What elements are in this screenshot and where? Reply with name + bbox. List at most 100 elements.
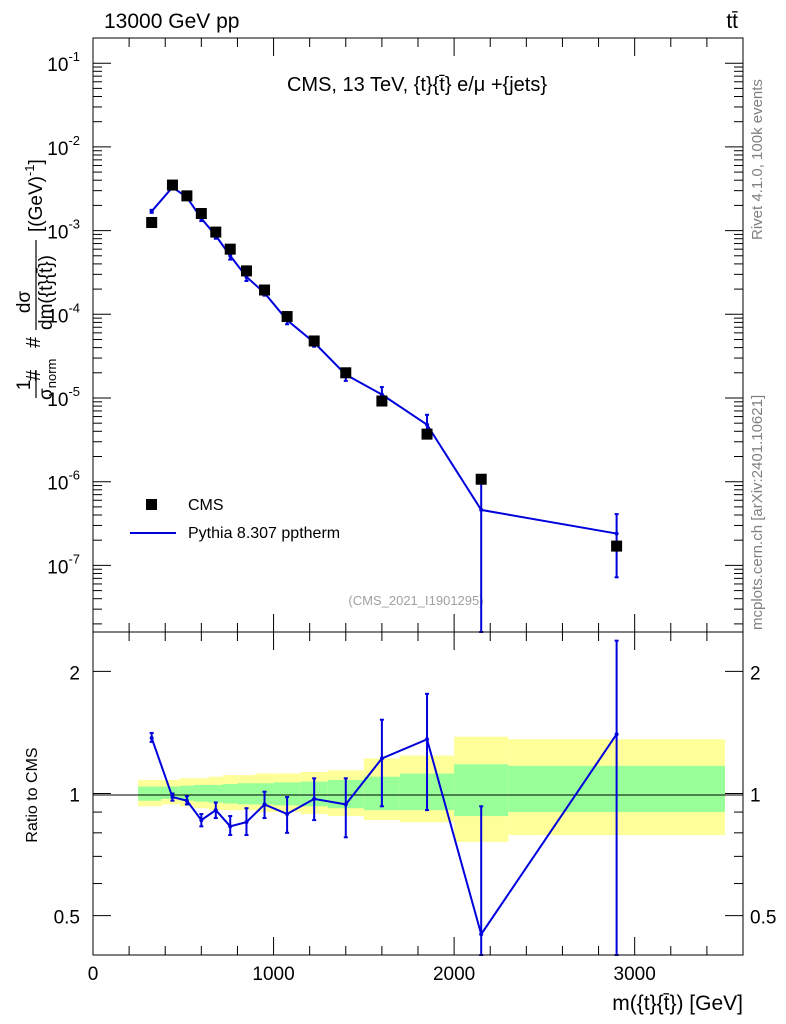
y-tick-label: 10-6 xyxy=(47,468,80,495)
rivet-version-label: Rivet 4.1.0, 100k events xyxy=(749,79,766,240)
legend: CMS Pythia 8.307 pptherm xyxy=(130,497,340,542)
ratio-mc-point xyxy=(285,812,290,817)
cms-data-point xyxy=(308,335,320,347)
mc-line xyxy=(150,185,617,535)
legend-label-cms: CMS xyxy=(188,497,224,514)
ratio-y-tick-label-left: 0.5 xyxy=(54,908,80,929)
cms-data-point xyxy=(166,179,178,191)
main-ylabel: # 1 σnorm # dσ dm({t}{t̄}) [(GeV)-1] xyxy=(14,159,59,400)
header-left-label: 13000 GeV pp xyxy=(104,10,239,33)
mcplots-label: mcplots.cern.ch [arXiv:2401.10621] xyxy=(749,395,766,630)
y-tick-label-base: 10 xyxy=(47,390,68,411)
ratio-band-inner xyxy=(194,784,209,802)
cms-data-point xyxy=(224,243,236,255)
ratio-band-inner xyxy=(208,784,223,803)
ratio-xlabel: m({t}{t̄}) [GeV] xyxy=(612,992,743,1015)
y-tick-label: 10-1 xyxy=(47,49,80,76)
ratio-y-tick-label-right: 0.5 xyxy=(750,908,776,929)
ratio-mc-point xyxy=(343,802,348,807)
cms-data-point xyxy=(611,540,623,552)
ylabel-num-2: dσ xyxy=(14,291,35,314)
y-tick-label: 10-5 xyxy=(47,384,80,411)
ratio-mc-point xyxy=(184,798,189,803)
ratio-mc-point xyxy=(228,824,233,829)
mc-point xyxy=(614,531,619,536)
ylabel-den-2: dm({t}{t̄}) xyxy=(36,255,57,330)
mc-point xyxy=(479,507,484,512)
y-tick-label: 10-4 xyxy=(47,300,80,327)
ratio-mc-point xyxy=(479,932,484,937)
y-tick-label-exp: -4 xyxy=(68,300,80,315)
x-tick-label: 0 xyxy=(88,964,99,985)
ylabel-unit-main: [(GeV) xyxy=(26,176,47,232)
y-tick-label-exp: -1 xyxy=(68,49,80,64)
cms-data-point xyxy=(259,284,271,296)
ratio-y-tick-label-right: 2 xyxy=(750,663,761,684)
y-tick-label-base: 10 xyxy=(47,306,68,327)
ylabel-unit-exp: -1 xyxy=(22,164,37,176)
cms-data-point xyxy=(421,428,433,440)
ratio-mc-point xyxy=(170,795,175,800)
y-tick-label-exp: -2 xyxy=(68,133,80,148)
ratio-band-inner xyxy=(138,786,162,801)
y-tick-label-base: 10 xyxy=(47,557,68,578)
cms-data-point xyxy=(240,265,252,277)
analysis-label: (CMS_2021_I1901295) xyxy=(348,593,483,608)
ratio-marks xyxy=(149,639,619,956)
ratio-band-inner xyxy=(223,784,238,804)
ratio-mc-point xyxy=(312,796,317,801)
ratio-mc-point xyxy=(379,756,384,761)
ylabel-num-1: 1 xyxy=(14,380,35,391)
mc-point xyxy=(425,422,430,427)
ratio-y-tick-label-right: 1 xyxy=(750,786,761,807)
ylabel-unit: [(GeV)-1] xyxy=(22,159,47,232)
ratio-mc-point xyxy=(614,732,619,737)
main-panel: 10-710-610-510-410-310-210-1 CMS, 13 TeV… xyxy=(14,37,744,633)
cms-data-point xyxy=(281,311,293,323)
ratio-y-tick-label-left: 1 xyxy=(69,786,80,807)
ylabel-unit-close: ] xyxy=(26,159,47,164)
cms-data-point xyxy=(475,473,487,485)
y-tick-label-base: 10 xyxy=(47,139,68,160)
ratio-mc-point xyxy=(213,808,218,813)
cms-data-point xyxy=(376,395,388,407)
main-axes-layer: 10-710-610-510-410-310-210-1 xyxy=(47,37,744,632)
ratio-band-inner xyxy=(273,782,301,806)
main-title: CMS, 13 TeV, {t}{t̄} e/μ +{jets} xyxy=(287,74,547,96)
y-tick-label: 10-2 xyxy=(47,133,80,160)
cms-data-point xyxy=(181,190,193,202)
ylabel-den-1-main: σ xyxy=(36,388,57,400)
y-tick-label-exp: -7 xyxy=(68,551,80,566)
mc-point xyxy=(149,209,154,214)
ratio-mc-point xyxy=(244,820,249,825)
cms-data-point xyxy=(340,367,352,379)
ratio-mc-point xyxy=(425,737,430,742)
x-tick-label: 1000 xyxy=(252,964,294,985)
cms-data-point xyxy=(210,226,222,238)
y-tick-label-exp: -6 xyxy=(68,468,80,483)
ylabel-den-1: σnorm xyxy=(36,359,59,400)
y-tick-label-base: 10 xyxy=(47,55,68,76)
ratio-band-inner xyxy=(179,785,195,801)
mc-point xyxy=(228,253,233,258)
x-tick-label: 2000 xyxy=(433,964,475,985)
y-tick-label-base: 10 xyxy=(47,223,68,244)
y-tick-label-exp: -5 xyxy=(68,384,80,399)
ratio-band-inner xyxy=(237,783,256,805)
ratio-y-tick-label-left: 2 xyxy=(69,663,80,684)
y-tick-label: 10-3 xyxy=(47,217,80,244)
y-tick-label: 10-7 xyxy=(47,551,80,578)
ratio-axes-layer: 0.5 0.5 1 1 2 2 0 1000 2000 3000 xyxy=(54,632,776,985)
main-marks xyxy=(146,179,623,633)
ratio-ylabel: Ratio to CMS xyxy=(24,747,41,842)
x-tick-label: 3000 xyxy=(614,964,656,985)
y-tick-label-base: 10 xyxy=(47,474,68,495)
ratio-mc-point xyxy=(262,802,267,807)
legend-marker-cms xyxy=(146,499,157,510)
ylabel-hash-2: # xyxy=(23,336,45,348)
ratio-panel: 0.5 0.5 1 1 2 2 0 1000 2000 3000 Ratio to CMS m({… xyxy=(24,631,776,1015)
main-plot-frame xyxy=(92,37,744,633)
ylabel-hash-1: # xyxy=(23,369,45,381)
ylabel-den-1-sub: norm xyxy=(44,359,59,389)
